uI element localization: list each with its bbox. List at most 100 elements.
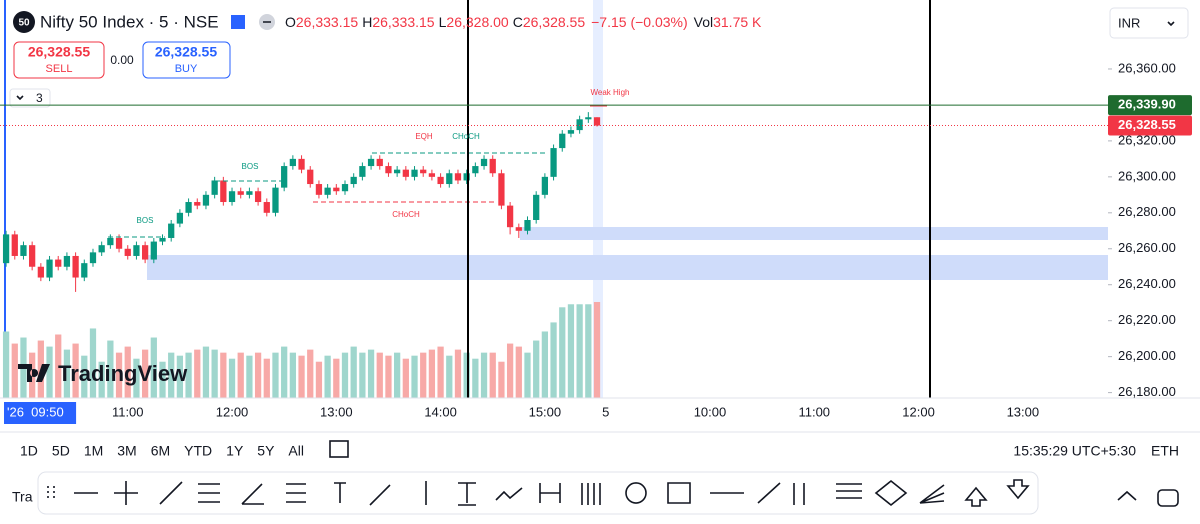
range-button[interactable]: 1M — [84, 443, 103, 459]
volume-bar — [2, 331, 10, 398]
tool-icon[interactable] — [539, 483, 561, 503]
volume-bar — [585, 304, 592, 398]
tool-icon[interactable] — [874, 479, 908, 507]
tool-icon[interactable] — [334, 482, 346, 503]
volume-bar — [55, 334, 62, 398]
volume-bar — [202, 346, 210, 398]
sell-button[interactable] — [13, 41, 105, 79]
tool-icon[interactable] — [625, 482, 647, 504]
price-label: 26,339.90 — [1118, 97, 1176, 112]
candle-body — [402, 169, 409, 177]
tool-icon[interactable] — [964, 486, 988, 507]
volume-bar — [385, 355, 392, 398]
candle-body — [541, 176, 549, 195]
tool-icon[interactable] — [495, 487, 523, 501]
tool-icon[interactable] — [919, 484, 945, 504]
range-button[interactable]: 5Y — [257, 443, 275, 459]
chevron — [1167, 21, 1175, 27]
chevron — [16, 95, 24, 101]
candle-body — [211, 180, 218, 195]
candle-body — [289, 158, 296, 167]
candle-body — [98, 245, 105, 253]
volume-bar — [394, 352, 401, 398]
tool-icon[interactable] — [369, 484, 391, 506]
change: −7.15 (−0.03%) — [591, 14, 688, 30]
tools — [47, 479, 1030, 507]
volume-bar — [506, 343, 514, 398]
volume-bar — [480, 352, 488, 398]
volume-bar — [185, 352, 192, 398]
candle-body — [29, 245, 36, 267]
volume-bar — [289, 352, 296, 398]
flag-icon[interactable] — [231, 15, 245, 29]
volume-bar — [220, 352, 227, 398]
volume-bar — [541, 331, 549, 398]
tool-icon[interactable] — [581, 483, 601, 505]
volume-bar — [124, 346, 131, 398]
volume-bar — [420, 352, 427, 398]
candle-body — [63, 255, 71, 267]
maximize-button[interactable] — [1157, 489, 1179, 507]
label: H — [362, 14, 372, 30]
x-tick-label: 11:00 — [112, 404, 144, 419]
range-button[interactable]: All — [288, 443, 304, 459]
symbol[interactable]: Nifty 50 Index · 5 · NSE — [40, 12, 219, 31]
volume-bar — [272, 352, 279, 398]
tool-icon[interactable] — [836, 483, 862, 499]
grip — [47, 486, 55, 500]
tool-icon[interactable] — [1006, 479, 1030, 500]
x-tick-label: 10:00 — [694, 404, 727, 419]
range-button[interactable]: 1Y — [226, 443, 244, 459]
label: L — [439, 14, 447, 30]
volume-bar — [141, 349, 149, 398]
tool-icon[interactable] — [286, 483, 306, 503]
buy-button[interactable] — [142, 41, 231, 79]
range-button[interactable]: YTD — [184, 443, 212, 459]
session[interactable]: ETH — [1151, 443, 1179, 459]
tool-icon[interactable] — [458, 482, 476, 506]
volume-bar — [463, 352, 470, 398]
volume-bar — [359, 352, 366, 398]
tool-icon[interactable] — [198, 483, 220, 503]
tool-icon[interactable] — [159, 481, 183, 505]
volume-bar — [307, 349, 314, 398]
range-button[interactable]: 1D — [20, 443, 38, 459]
candle-body — [272, 187, 279, 213]
candle-body — [263, 202, 270, 213]
sell-label: SELL — [46, 63, 73, 75]
tool-icon[interactable] — [241, 483, 264, 505]
candle-body — [359, 166, 366, 177]
tool-icon[interactable] — [793, 483, 805, 505]
volume-bar — [281, 346, 288, 398]
collapse-button[interactable] — [1117, 490, 1137, 501]
tab[interactable]: Tra — [12, 489, 33, 505]
range-button[interactable]: 6M — [151, 443, 170, 459]
range-button[interactable]: 3M — [117, 443, 136, 459]
range-button[interactable]: 5D — [52, 443, 70, 459]
tool-icon[interactable] — [757, 482, 781, 504]
goto-icon[interactable] — [329, 440, 349, 458]
candle-body — [515, 227, 522, 231]
volume-bar — [263, 358, 270, 398]
volume-bar — [150, 337, 157, 398]
value: 31.75 K — [713, 14, 762, 30]
volume-bar — [176, 355, 184, 398]
spread: 0.00 — [110, 53, 134, 67]
volume-bar — [402, 358, 409, 398]
candle-body — [307, 169, 314, 185]
tool-icon[interactable] — [667, 482, 691, 504]
candle-body — [298, 158, 305, 170]
zone — [147, 255, 1108, 280]
indicators-toggle[interactable] — [9, 88, 51, 108]
tool-icon[interactable] — [114, 481, 138, 505]
currency-select[interactable] — [1109, 7, 1189, 39]
candle-body — [133, 245, 140, 256]
y-tick-label: 26,280.00 — [1118, 204, 1176, 219]
candle-body — [394, 169, 401, 174]
candle-body — [185, 202, 192, 213]
x-tick-label: 13:00 — [1007, 404, 1040, 419]
volume-bar — [72, 343, 79, 398]
candle-body — [437, 176, 444, 185]
candle-body — [385, 166, 392, 174]
